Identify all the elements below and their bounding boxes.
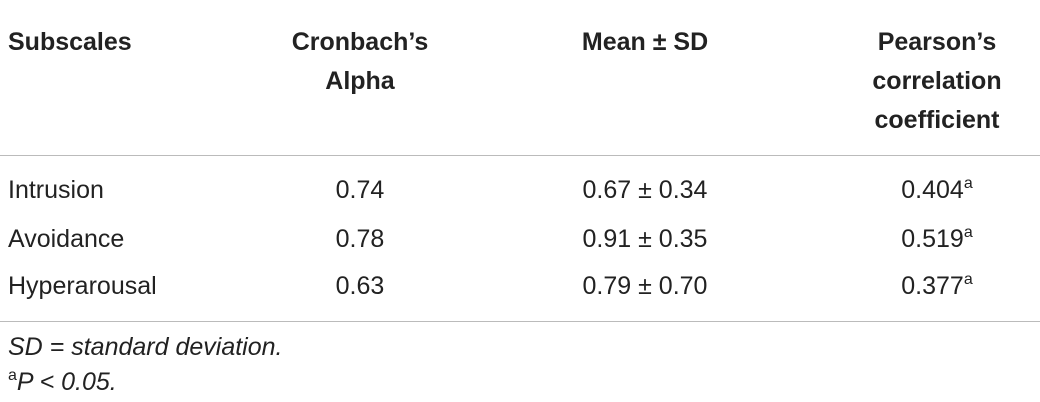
footnote-text: SD = standard deviation. [8,333,283,361]
bottom-rule [0,321,1040,322]
header-line: correlation [872,67,1002,95]
header-line: Pearson’s [877,28,997,56]
table-cell: 0.67 ± 0.34 [582,176,708,204]
header-cell: Mean ± SD [445,23,845,62]
table-cell: 0.79 ± 0.70 [582,272,708,300]
superscript: a [963,224,973,241]
superscript: a [963,271,973,288]
table-cell: 0.78 [335,225,385,253]
footnote-text: P < 0.05. [16,368,117,396]
cell-value: 0.404 [901,176,964,204]
table-cell: 0.91 ± 0.35 [582,225,708,253]
header-line: Alpha [325,67,395,95]
header-cell: Cronbach’s Alpha [160,23,560,101]
superscript: a [8,367,17,384]
table-cell: Intrusion [8,176,104,204]
header-line: coefficient [874,106,1000,134]
cell-value: 0.377 [901,272,964,300]
header-rule [0,155,1040,156]
superscript: a [963,175,973,192]
table-cell: 0.63 [335,272,385,300]
header-line: Mean ± SD [581,28,709,56]
header-line: Cronbach’s [291,28,429,56]
table-cell: Hyperarousal [8,272,157,300]
header-line: Subscales [8,28,132,56]
table-cell: 0.404a [737,171,1040,210]
header-cell: Pearson’s correlation coefficient [737,23,1040,140]
footnote: SD = standard deviation. [8,333,282,362]
table-cell: Avoidance [8,225,125,253]
table-cell: 0.519a [737,220,1040,259]
footnote: aP < 0.05. [8,368,117,397]
header-cell: Subscales [8,23,132,62]
table-cell: 0.377a [737,267,1040,306]
cell-value: 0.519 [901,225,964,253]
table-cell: 0.74 [335,176,385,204]
